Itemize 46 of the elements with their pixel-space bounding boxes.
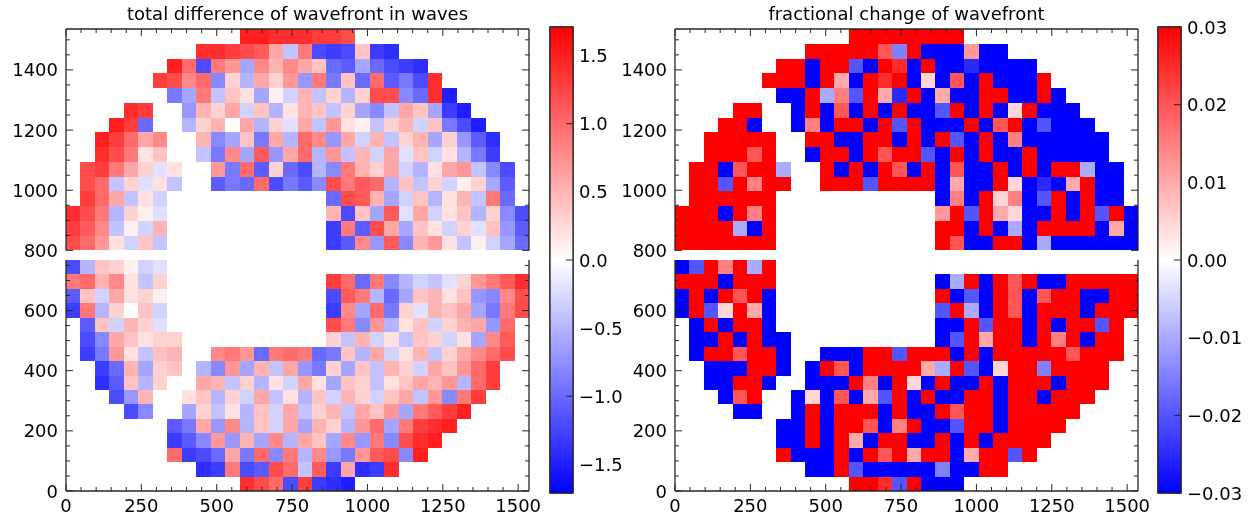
x-tick-label: 0: [669, 495, 681, 516]
x-tick-label: 500: [808, 495, 843, 516]
y-tick-label: 600: [23, 300, 58, 322]
color-bar-label: −0.03: [1187, 482, 1243, 504]
y-tick-label: 1400: [621, 59, 667, 81]
x-tick-label: 500: [199, 495, 234, 516]
y-tick-label: 200: [632, 420, 667, 442]
x-tick-label: 1500: [495, 495, 542, 516]
y-tick-label: 800: [632, 239, 667, 261]
color-bar-label: 1.5: [579, 45, 608, 67]
y-tick-label: 1400: [12, 59, 58, 81]
color-bar-label: 0.03: [1187, 16, 1228, 38]
y-tick-label: 600: [632, 300, 667, 322]
y-tick-label: 1200: [12, 119, 58, 141]
x-tick-label: 1250: [419, 495, 466, 516]
y-tick-label: 1000: [12, 179, 58, 201]
color-bar-label: −1.5: [579, 453, 623, 475]
x-tick-label: 1000: [344, 495, 391, 516]
color-bar-label: 0.02: [1187, 94, 1228, 116]
y-tick-label: 400: [632, 360, 667, 382]
x-tick-label: 1500: [1104, 495, 1151, 516]
x-tick-label: 250: [124, 495, 159, 516]
color-bar-label: 0.00: [1187, 249, 1228, 271]
color-bar-label: 0.01: [1187, 171, 1228, 193]
x-tick-label: 750: [274, 495, 310, 516]
y-tick-label: 800: [23, 239, 58, 261]
y-tick-label: 0: [655, 480, 667, 502]
chart-title: fractional change of wavefront: [768, 3, 1045, 24]
chart-title: total difference of wavefront in waves: [126, 3, 469, 24]
y-tick-label: 200: [23, 420, 58, 442]
x-tick-label: 250: [733, 495, 768, 516]
x-tick-label: 0: [60, 495, 72, 516]
color-bar-label: −1.0: [579, 385, 623, 407]
color-bar-label: −0.5: [579, 317, 623, 339]
color-bar-label: −0.01: [1187, 327, 1243, 349]
y-tick-label: 400: [23, 360, 58, 382]
x-tick-label: 750: [883, 495, 919, 516]
y-tick-label: 1200: [621, 119, 667, 141]
y-tick-label: 1000: [621, 179, 667, 201]
color-bar-label: −0.02: [1187, 404, 1243, 426]
x-tick-label: 1000: [953, 495, 1000, 516]
color-bar-label: 0.0: [579, 249, 608, 271]
color-bar-label: 1.0: [579, 113, 608, 135]
y-tick-label: 0: [46, 480, 58, 502]
x-tick-label: 1250: [1028, 495, 1075, 516]
color-bar-label: 0.5: [579, 181, 608, 203]
